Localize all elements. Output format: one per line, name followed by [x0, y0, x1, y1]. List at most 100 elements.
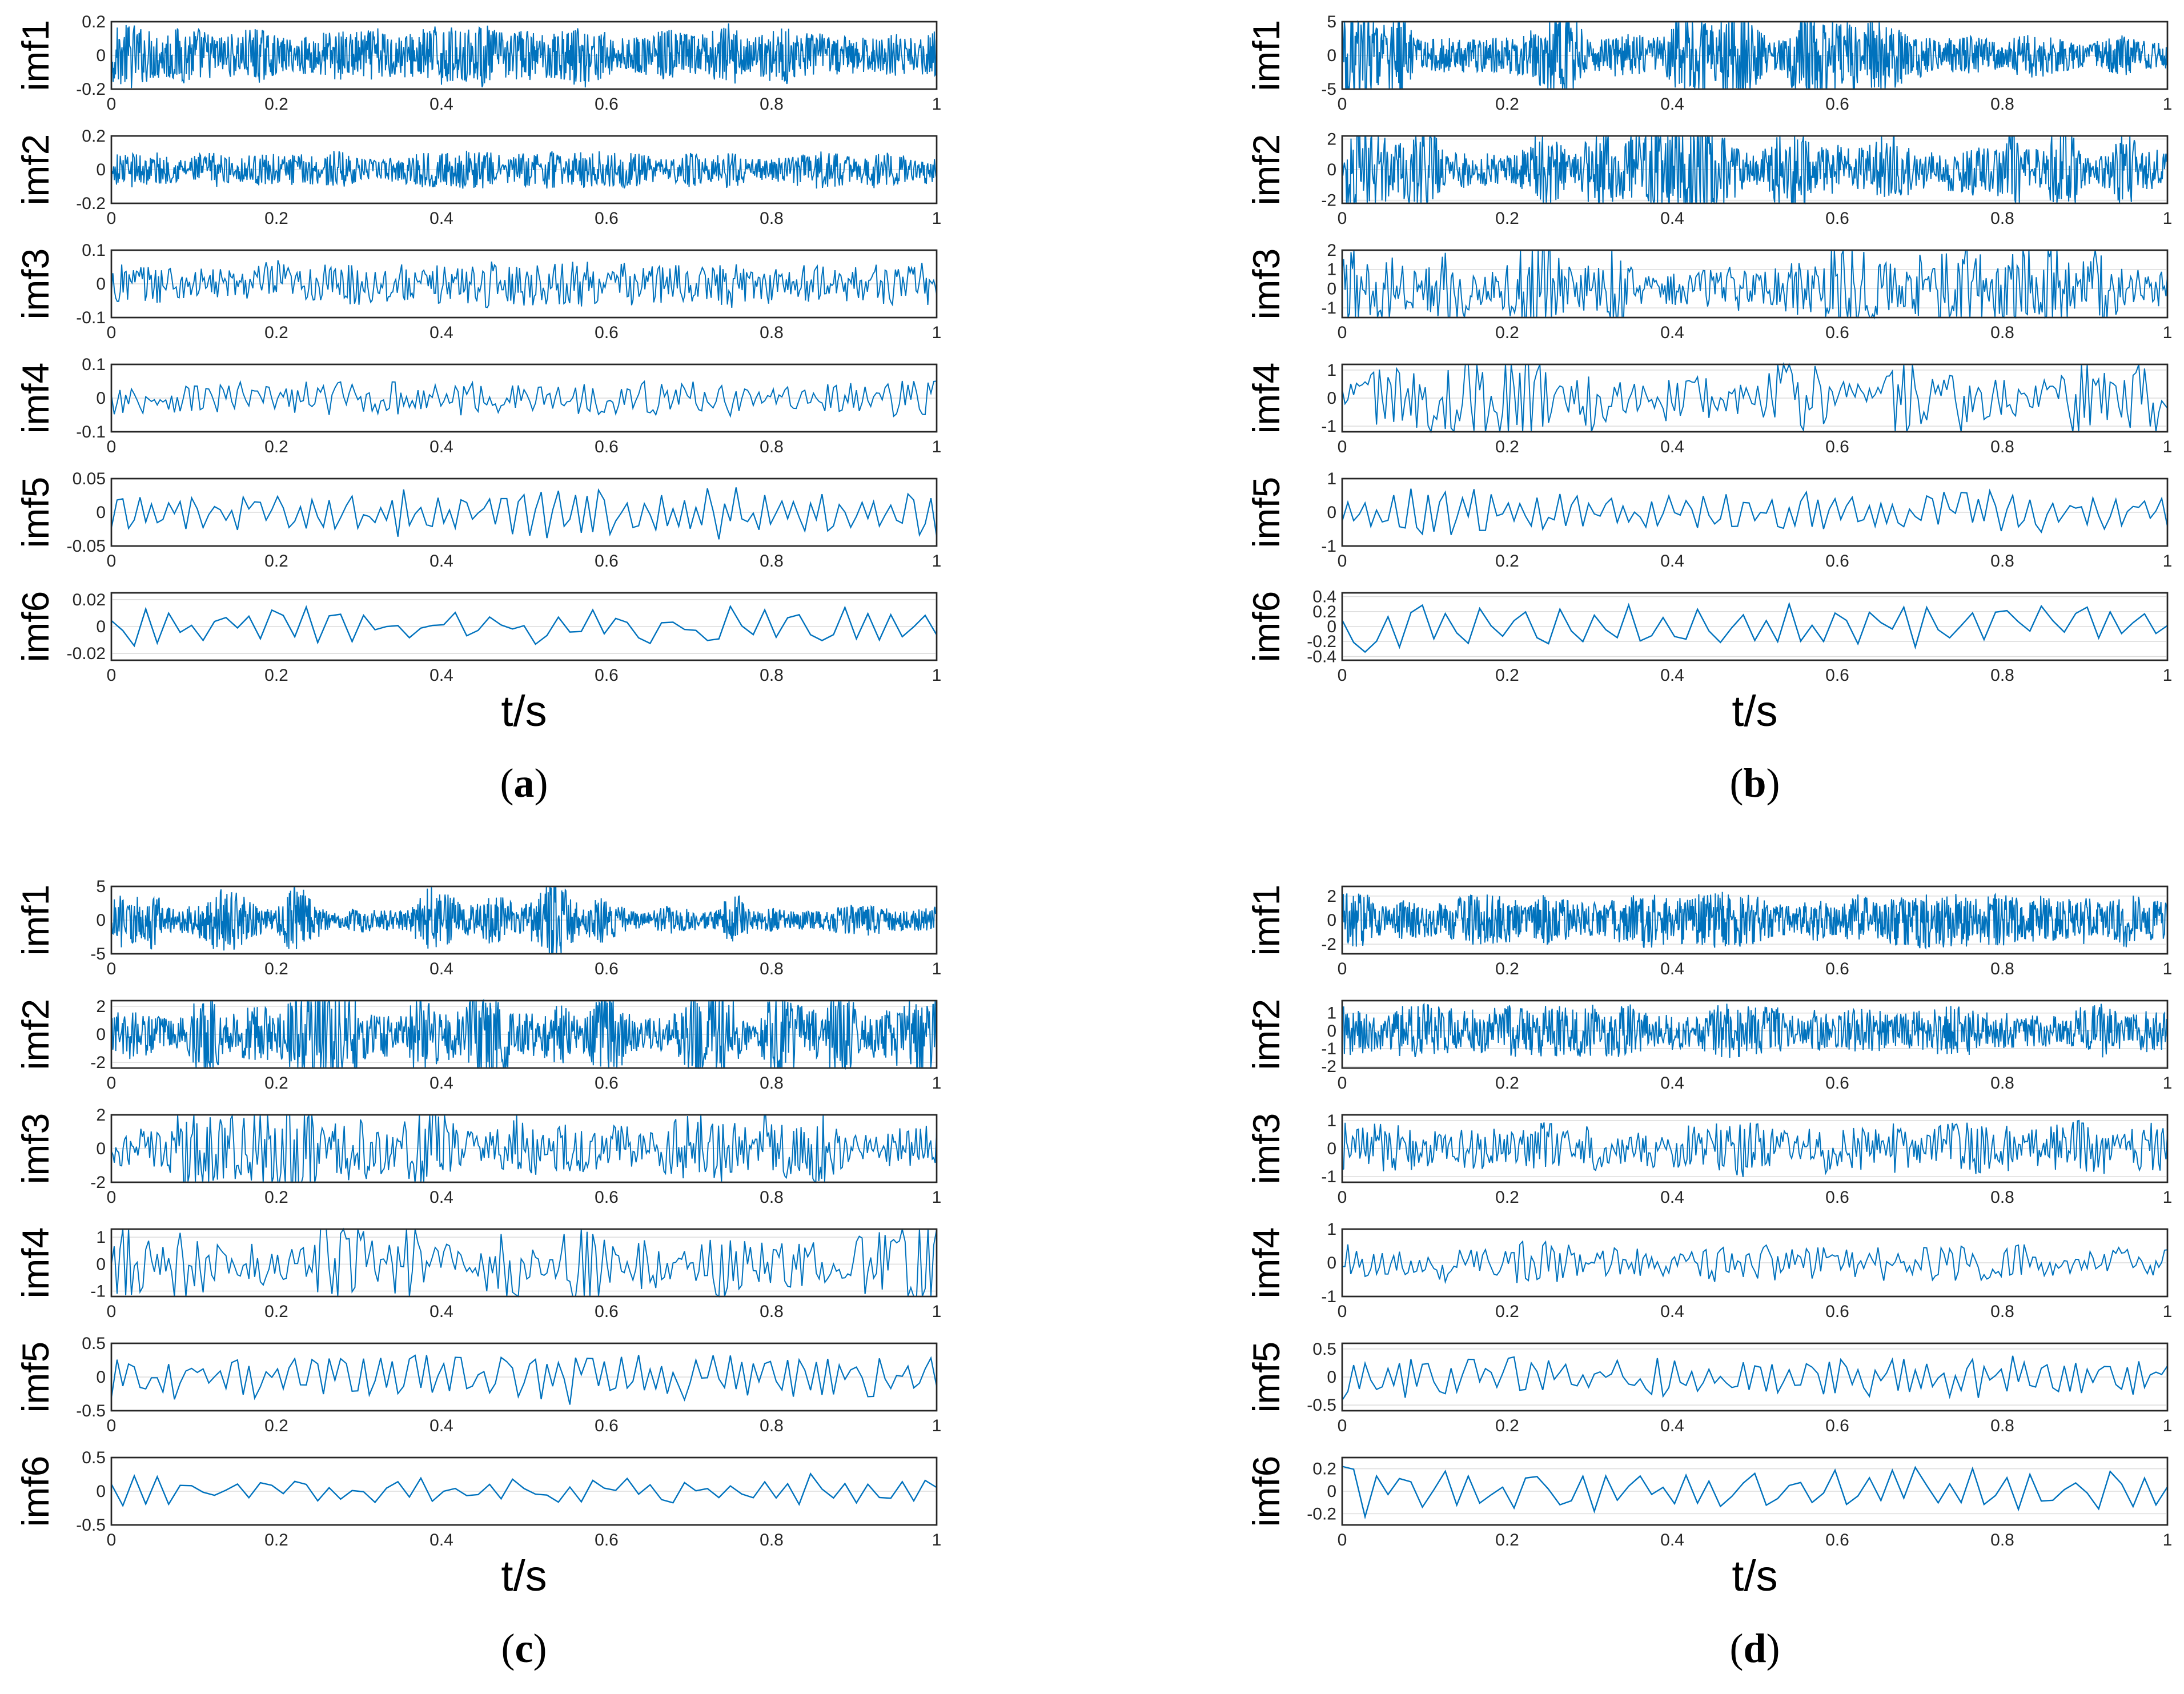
x-tick-label: 0 — [107, 552, 117, 571]
x-tick-label: 1 — [932, 666, 942, 685]
axes-border — [1341, 477, 2169, 547]
x-tick-label: 0.6 — [595, 95, 619, 114]
x-tick-label: 1 — [932, 1531, 942, 1550]
x-tick-label: 1 — [2163, 1416, 2173, 1435]
y-tick-label: 1 — [1327, 1004, 1336, 1023]
x-tick-label: 0.8 — [1990, 1302, 2014, 1321]
axes-border — [1341, 1228, 2169, 1298]
x-tick-label: 0.4 — [1660, 1416, 1684, 1435]
x-tick-label: 0 — [107, 95, 117, 114]
x-tick-label: 0.4 — [1660, 1302, 1684, 1321]
x-tick-label: 0.6 — [595, 666, 619, 685]
x-tick-label: 0.6 — [595, 323, 619, 342]
panel-caption: (c) — [501, 1625, 547, 1671]
y-axis-label-imf3: imf3 — [14, 1113, 57, 1185]
axes-border — [110, 363, 938, 433]
caption-letter: b — [1743, 760, 1766, 806]
x-tick-label: 1 — [2163, 1531, 2173, 1550]
x-tick-label: 0.6 — [595, 552, 619, 571]
x-tick-label: 0.8 — [760, 1531, 784, 1550]
y-tick-label: 1 — [1327, 1111, 1336, 1130]
x-tick-label: 0.8 — [1990, 1188, 2014, 1207]
x-tick-label: 0 — [1338, 437, 1347, 456]
y-tick-label: 2 — [96, 1106, 106, 1125]
axes-border — [110, 477, 938, 547]
series-line-imf4 — [111, 380, 937, 418]
x-tick-label: 1 — [2163, 1074, 2173, 1093]
x-axis-label: t/s — [1732, 687, 1777, 736]
y-tick-label: 1 — [1327, 1220, 1336, 1239]
y-axis-label-imf5: imf5 — [14, 477, 57, 548]
y-axis-label-imf2: imf2 — [14, 134, 57, 206]
y-tick-label: 0 — [96, 275, 106, 294]
axes-border — [110, 249, 938, 319]
y-axis-label-imf6: imf6 — [1245, 591, 1287, 663]
y-tick-label: 0 — [1327, 617, 1336, 636]
y-tick-label: -2 — [90, 1173, 106, 1192]
y-tick-label: 0 — [96, 46, 106, 65]
y-axis-label-imf3: imf3 — [1245, 1113, 1287, 1185]
x-tick-label: 0 — [1338, 95, 1347, 114]
y-tick-label: 1 — [1327, 260, 1336, 279]
y-axis-label-imf3: imf3 — [14, 248, 57, 320]
x-tick-label: 0.4 — [429, 960, 453, 978]
y-tick-label: 0.4 — [1312, 588, 1336, 607]
y-tick-label: 0 — [96, 503, 106, 522]
y-tick-label: 0 — [96, 389, 106, 408]
x-tick-label: 0 — [107, 666, 117, 685]
y-tick-label: 0 — [1327, 1482, 1336, 1501]
y-tick-label: -0.4 — [1307, 647, 1336, 666]
y-axis-label-imf5: imf5 — [1245, 477, 1287, 548]
y-tick-label: 5 — [1327, 13, 1336, 31]
x-tick-label: 0.6 — [1825, 209, 1849, 228]
y-axis-label-imf6: imf6 — [14, 1456, 57, 1527]
series-line-imf4 — [1342, 362, 2168, 434]
x-tick-label: 0.2 — [264, 95, 288, 114]
y-tick-label: 0.05 — [73, 469, 106, 488]
x-tick-label: 0.6 — [1825, 437, 1849, 456]
x-tick-label: 0.8 — [1990, 209, 2014, 228]
series-line-imf5 — [110, 1354, 938, 1405]
x-tick-label: 0.6 — [1825, 1188, 1849, 1207]
y-tick-label: 0 — [1327, 503, 1336, 522]
x-tick-label: 1 — [2163, 209, 2173, 228]
x-tick-label: 0.2 — [264, 1074, 288, 1093]
axes-border — [1341, 1456, 2169, 1526]
y-tick-label: 0 — [96, 617, 106, 636]
x-tick-label: 0.8 — [1990, 1416, 2014, 1435]
x-tick-label: 1 — [932, 437, 942, 456]
y-tick-label: 0.2 — [82, 127, 106, 146]
x-tick-label: 0.4 — [1660, 1531, 1684, 1550]
series-line-imf1 — [1342, 892, 2168, 950]
x-tick-label: 1 — [2163, 1302, 2173, 1321]
x-tick-label: 0 — [107, 1416, 117, 1435]
x-tick-label: 1 — [932, 1188, 942, 1207]
x-tick-label: 0.6 — [595, 1074, 619, 1093]
series-line-imf4 — [1342, 1240, 2168, 1284]
y-axis-label-imf3: imf3 — [1245, 248, 1287, 320]
y-tick-label: 0.1 — [82, 355, 106, 374]
series-line-imf6 — [1342, 1466, 2169, 1520]
x-tick-label: 0.4 — [429, 1416, 453, 1435]
x-tick-label: 0 — [1338, 1074, 1347, 1093]
x-tick-label: 0.8 — [1990, 323, 2014, 342]
axes-border — [110, 135, 938, 204]
x-tick-label: 0.4 — [429, 95, 453, 114]
panel-caption: (b) — [1729, 760, 1780, 806]
x-tick-label: 0.6 — [595, 209, 619, 228]
y-axis-label-imf2: imf2 — [14, 999, 57, 1070]
series-line-imf2 — [111, 150, 937, 189]
